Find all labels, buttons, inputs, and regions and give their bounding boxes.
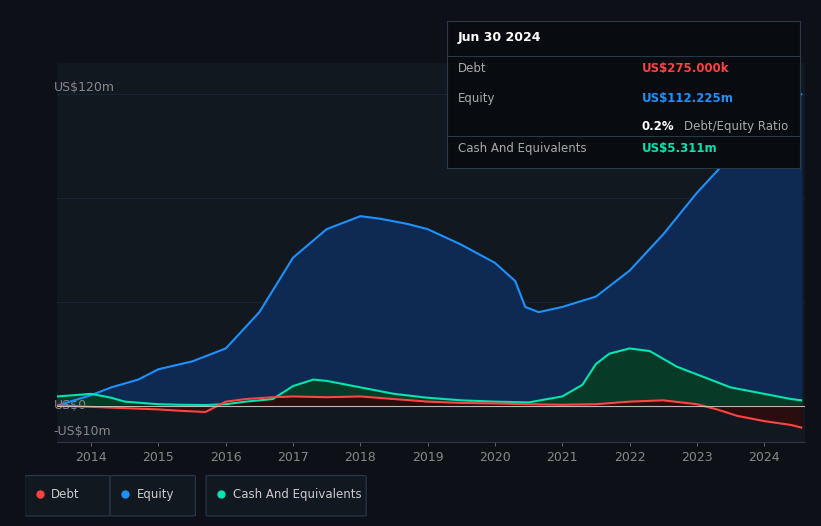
Text: US$275.000k: US$275.000k [642,62,729,75]
Text: Cash And Equivalents: Cash And Equivalents [458,142,587,155]
Text: Jun 30 2024: Jun 30 2024 [458,32,542,44]
Text: US$5.311m: US$5.311m [642,142,718,155]
Text: Debt/Equity Ratio: Debt/Equity Ratio [684,120,788,133]
Text: 0.2%: 0.2% [642,120,674,133]
FancyBboxPatch shape [110,476,195,516]
Text: Equity: Equity [458,92,496,105]
Text: Cash And Equivalents: Cash And Equivalents [233,488,361,501]
Text: US$112.225m: US$112.225m [642,92,733,105]
Text: US$120m: US$120m [53,81,115,94]
Text: -US$10m: -US$10m [53,425,112,438]
Text: Debt: Debt [458,62,487,75]
Text: Equity: Equity [136,488,174,501]
FancyBboxPatch shape [206,476,366,516]
Text: US$0: US$0 [53,399,87,412]
Text: Debt: Debt [51,488,80,501]
FancyBboxPatch shape [25,476,110,516]
